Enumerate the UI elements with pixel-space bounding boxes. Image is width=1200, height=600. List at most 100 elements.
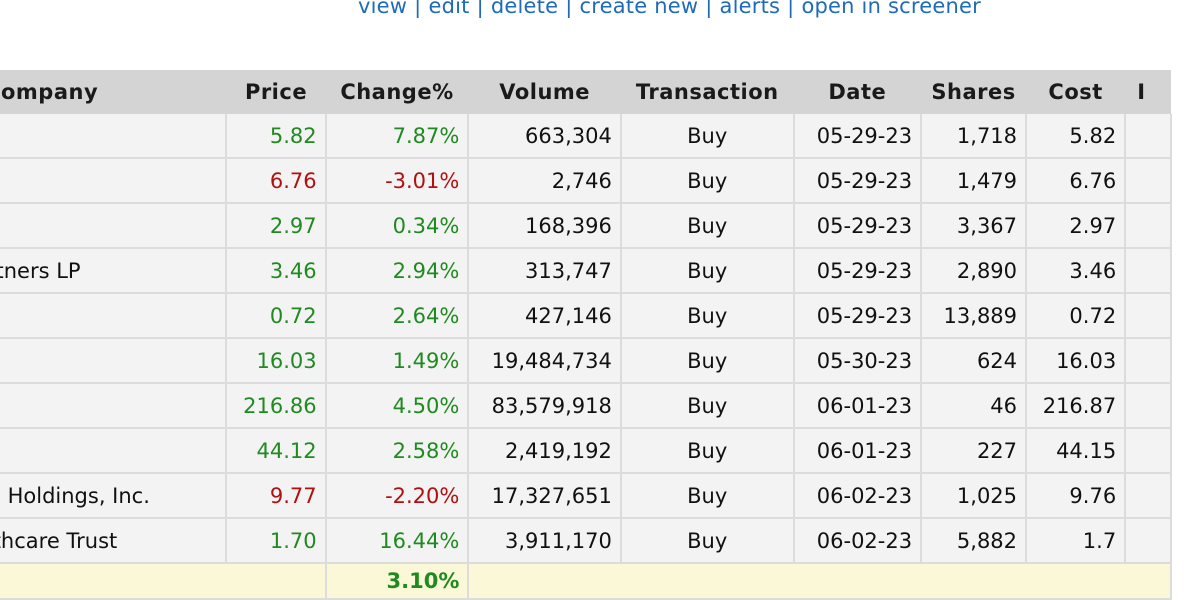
table-row[interactable]: 5.82 7.87% 663,304 Buy 05-29-23 1,718 5.82	[0, 114, 1172, 159]
extra-cell	[1124, 473, 1172, 519]
portfolio-table: ompany Price Change% Volume Transaction …	[0, 70, 1172, 600]
change-cell: 1.49%	[324, 338, 470, 384]
column-header-shares[interactable]: Shares	[921, 70, 1027, 114]
change-cell: -2.20%	[324, 473, 470, 519]
table-row[interactable]: tal Holdings, Inc. 9.77-2.20%17,327,651Bu…	[0, 473, 1172, 519]
company-cell[interactable]: tal Holdings, Inc.	[0, 473, 228, 519]
total-change-value: 3.10%	[324, 563, 470, 600]
cost-cell: 3.46	[1025, 248, 1127, 294]
create-new-link[interactable]: create new	[579, 0, 699, 18]
price-cell: 6.76	[225, 158, 327, 204]
shares-cell: 2,890	[920, 248, 1028, 294]
alerts-link[interactable]: alerts	[719, 0, 781, 18]
table-row[interactable]: althcare Trust 1.7016.44%3,911,170Buy06-0…	[0, 518, 1172, 564]
date-cell: 05-29-23	[792, 293, 923, 339]
date-cell: 05-29-23	[792, 158, 923, 204]
view-link[interactable]: view	[358, 0, 408, 18]
shares-cell: 3,367	[920, 203, 1028, 249]
table-header-row: ompany Price Change% Volume Transaction …	[0, 70, 1171, 114]
table-row[interactable]: 6.76 -3.01% 2,746 Buy 05-29-23 1,479 6.76	[0, 158, 1172, 204]
cost-cell: 16.03	[1025, 338, 1127, 384]
transaction-cell: Buy	[619, 114, 795, 159]
company-cell[interactable]: althcare Trust	[0, 518, 228, 564]
company-name[interactable]: .	[0, 214, 217, 238]
transaction-cell: Buy	[619, 473, 795, 519]
change-cell: 0.34%	[324, 203, 470, 249]
column-header-change[interactable]: Change%	[325, 70, 469, 114]
date-cell: 06-02-23	[792, 473, 923, 519]
transaction-cell: Buy	[619, 293, 795, 339]
extra-cell	[1124, 383, 1172, 429]
volume-cell: 2,746	[467, 158, 622, 204]
extra-cell	[1124, 338, 1172, 384]
cost-cell: 1.7	[1025, 518, 1127, 564]
company-cell[interactable]	[0, 428, 228, 474]
summary-row: 3.10%	[0, 563, 1172, 600]
link-separator: |	[476, 0, 484, 18]
column-header-cost[interactable]: Cost	[1026, 70, 1126, 114]
volume-cell: 17,327,651	[467, 473, 622, 519]
extra-cell	[1124, 518, 1172, 564]
company-cell[interactable]	[0, 383, 228, 429]
date-cell: 05-29-23	[792, 114, 923, 159]
link-separator: |	[565, 0, 573, 18]
link-separator: |	[705, 0, 713, 18]
cost-cell: 9.76	[1025, 473, 1127, 519]
company-cell[interactable]	[0, 338, 228, 384]
price-cell: 9.77	[225, 473, 327, 519]
company-cell[interactable]: .	[0, 203, 228, 249]
delete-link[interactable]: delete	[490, 0, 559, 18]
edit-link[interactable]: edit	[428, 0, 470, 18]
table-row[interactable]: 16.03 1.49% 19,484,734 Buy 05-30-23 624 16.03	[0, 338, 1172, 384]
column-header-date[interactable]: Date	[793, 70, 922, 114]
change-cell: 2.58%	[324, 428, 470, 474]
company-cell[interactable]: artners LP	[0, 248, 228, 294]
column-header-transaction[interactable]: Transaction	[620, 70, 794, 114]
volume-cell: 427,146	[467, 293, 622, 339]
extra-cell	[1124, 248, 1172, 294]
link-separator: |	[787, 0, 795, 18]
transaction-cell: Buy	[619, 158, 795, 204]
date-cell: 05-30-23	[792, 338, 923, 384]
cost-cell: 2.97	[1025, 203, 1127, 249]
change-cell: 2.94%	[324, 248, 470, 294]
company-name[interactable]: artners LP	[0, 258, 81, 283]
extra-cell	[1124, 428, 1172, 474]
date-cell: 05-29-23	[792, 203, 923, 249]
shares-cell: 5,882	[920, 518, 1028, 564]
column-header-volume[interactable]: Volume	[468, 70, 621, 114]
open-in-screener-link[interactable]: open in screener	[801, 0, 981, 18]
table-row[interactable]: artners LP 3.46 2.94%313,747Buy05-29-232,8…	[0, 248, 1172, 294]
volume-cell: 313,747	[467, 248, 622, 294]
company-cell[interactable]	[0, 158, 228, 204]
price-cell: 0.72	[225, 293, 327, 339]
shares-cell: 227	[920, 428, 1028, 474]
table-row[interactable]: 0.72 2.64% 427,146 Buy 05-29-23 13,889 0.72	[0, 293, 1172, 339]
column-header-company[interactable]: ompany	[0, 70, 227, 114]
date-cell: 05-29-23	[792, 248, 923, 294]
company-cell[interactable]	[0, 114, 228, 159]
company-name[interactable]: althcare Trust	[0, 528, 118, 553]
table-row[interactable]: 44.12 2.58% 2,419,192 Buy 06-01-23 227 44.15	[0, 428, 1172, 474]
volume-cell: 3,911,170	[467, 518, 622, 564]
company-cell[interactable]	[0, 293, 228, 339]
cost-cell: 216.87	[1025, 383, 1127, 429]
transaction-cell: Buy	[619, 428, 795, 474]
column-header-price[interactable]: Price	[226, 70, 326, 114]
volume-cell: 19,484,734	[467, 338, 622, 384]
table-row[interactable]: 216.86 4.50% 83,579,918 Buy 06-01-23 46 216.87	[0, 383, 1172, 429]
volume-cell: 2,419,192	[467, 428, 622, 474]
company-name[interactable]: tal Holdings, Inc.	[0, 483, 150, 508]
extra-cell	[1124, 203, 1172, 249]
extra-cell	[1124, 293, 1172, 339]
transaction-cell: Buy	[619, 248, 795, 294]
cost-cell: 0.72	[1025, 293, 1127, 339]
shares-cell: 1,718	[920, 114, 1028, 159]
date-cell: 06-02-23	[792, 518, 923, 564]
price-cell: 5.82	[225, 114, 327, 159]
price-cell: 2.97	[225, 203, 327, 249]
column-header-extra[interactable]: I	[1125, 70, 1171, 114]
summary-filler	[467, 563, 1172, 600]
price-cell: 16.03	[225, 338, 327, 384]
